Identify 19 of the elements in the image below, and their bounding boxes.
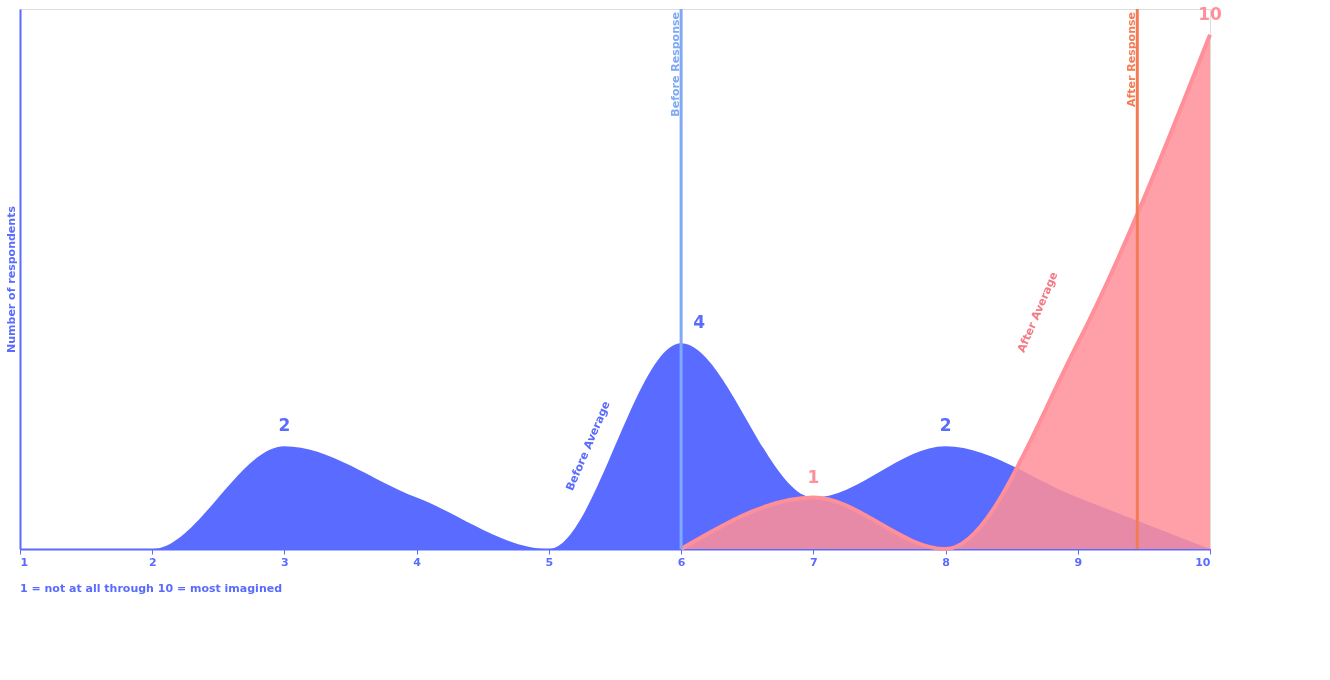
ref-line-label: After Response — [1125, 12, 1139, 108]
y-axis-title: Number of respondents — [4, 205, 18, 353]
ref-line-label: Before Response — [669, 12, 683, 117]
x-tick-label: 9 — [1074, 555, 1083, 569]
x-tick-label: 3 — [281, 555, 289, 569]
x-tick-label: 8 — [942, 555, 950, 569]
x-tick-label: 6 — [677, 555, 686, 569]
text: 1 = not at all through 10 = most imagined — [20, 582, 283, 595]
x-tick-label: 7 — [810, 555, 818, 569]
data-label: 2 — [939, 415, 952, 436]
data-label: 2 — [278, 415, 291, 436]
x-tick-label: 2 — [148, 555, 157, 569]
data-label: 4 — [693, 312, 706, 333]
x-tick-label: 5 — [545, 555, 554, 569]
data-label: 1 — [807, 466, 820, 487]
data-label: 10 — [1198, 3, 1222, 24]
x-tick-label: 10 — [1195, 555, 1211, 569]
x-tick-label: 4 — [413, 555, 422, 569]
x-tick-label: 1 — [20, 555, 29, 569]
